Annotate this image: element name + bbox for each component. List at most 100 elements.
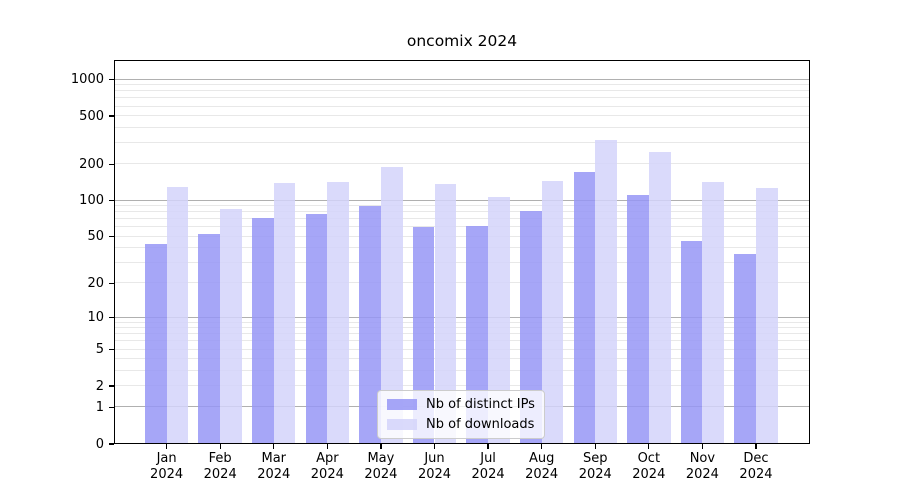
bar-downloads [273, 183, 296, 444]
y-tick-mark [109, 348, 114, 351]
gridline-minor [114, 205, 810, 207]
bar-downloads [327, 182, 350, 444]
x-tick-month: Feb [208, 451, 232, 466]
gridline-minor [114, 369, 810, 371]
gridline-minor [114, 226, 810, 228]
x-tick-month: Apr [316, 451, 339, 466]
y-tick-label: 200 [79, 156, 104, 172]
y-tick-mark [109, 282, 114, 284]
bar-distinct-ips [680, 240, 703, 444]
bar-downloads [434, 184, 457, 444]
bar-distinct-ips [519, 210, 542, 444]
x-tick-year: 2024 [578, 466, 612, 482]
legend-swatch-distinct-ips-icon [387, 399, 417, 410]
x-tick-year: 2024 [632, 466, 666, 482]
gridline-minor [114, 385, 810, 387]
x-tick-label: Jun 2024 [403, 451, 467, 482]
x-tick-mark [219, 444, 221, 449]
x-tick-month: Aug [528, 451, 555, 466]
gridline-minor [114, 282, 810, 284]
x-tick-mark [380, 444, 382, 449]
y-tick-label: 20 [87, 275, 104, 291]
bar-downloads [648, 151, 671, 444]
x-tick-mark [541, 444, 543, 449]
gridline-major [114, 78, 810, 80]
x-tick-mark [326, 444, 328, 449]
x-tick-month: Jan [156, 451, 177, 466]
bar-downloads [702, 181, 725, 444]
x-tick-year: 2024 [685, 466, 719, 482]
gridline-minor [114, 340, 810, 342]
bar-distinct-ips [466, 226, 489, 444]
x-tick-label: Aug 2024 [510, 451, 574, 482]
bar-downloads [380, 166, 403, 444]
y-tick-mark [109, 199, 114, 202]
gridline-minor [114, 333, 810, 335]
bar-distinct-ips [305, 213, 328, 444]
x-tick-label: Dec 2024 [724, 451, 788, 482]
gridline-minor [114, 84, 810, 86]
gridline-minor [114, 327, 810, 329]
y-tick-mark [109, 78, 114, 81]
x-tick-label: Apr 2024 [295, 451, 359, 482]
x-tick-label: Jul 2024 [456, 451, 520, 482]
x-tick-label: May 2024 [349, 451, 413, 482]
legend-label-downloads: Nb of downloads [426, 417, 535, 432]
gridline-minor [114, 218, 810, 220]
gridline-minor [114, 97, 810, 99]
bar-distinct-ips [144, 244, 167, 444]
y-tick-label: 100 [79, 193, 104, 209]
gridline-major [114, 316, 810, 318]
x-tick-year: 2024 [417, 466, 452, 482]
y-tick-mark [109, 163, 114, 165]
gridline-minor [114, 105, 810, 107]
x-tick-mark [433, 444, 436, 449]
bar-distinct-ips [359, 206, 381, 444]
bar-distinct-ips [734, 253, 756, 444]
legend-label-distinct-ips: Nb of distinct IPs [426, 397, 535, 412]
x-tick-month: Jun [424, 451, 445, 466]
bar-downloads [595, 139, 617, 444]
x-tick-month: May [367, 451, 395, 466]
gridline-minor [114, 126, 810, 128]
x-tick-year: 2024 [739, 466, 773, 482]
gridline-minor [114, 247, 810, 249]
bar-distinct-ips [627, 194, 649, 444]
y-tick-mark [109, 385, 114, 387]
gridline-minor [114, 348, 810, 350]
x-tick-mark [487, 444, 489, 449]
y-tick-label: 500 [79, 108, 104, 124]
x-tick-year: 2024 [150, 466, 184, 482]
y-tick-label: 2 [95, 378, 104, 394]
y-tick-mark [109, 115, 114, 117]
x-tick-year: 2024 [310, 466, 344, 482]
x-tick-month: Oct [637, 451, 661, 466]
gridline-minor [114, 261, 810, 263]
y-tick-mark [109, 316, 114, 319]
x-tick-label: Oct 2024 [617, 451, 681, 482]
x-tick-year: 2024 [525, 466, 559, 482]
bar-distinct-ips [412, 227, 435, 444]
x-tick-month: Nov [689, 451, 716, 466]
bar-downloads [166, 187, 189, 444]
gridline-minor [114, 321, 810, 323]
legend-item-distinct-ips: Nb of distinct IPs [387, 397, 535, 412]
x-tick-label: Sep 2024 [563, 451, 627, 482]
x-tick-month: Mar [261, 451, 287, 466]
x-tick-label: Feb 2024 [188, 451, 252, 482]
x-tick-mark [701, 444, 703, 449]
legend-swatch-downloads-icon [387, 419, 417, 430]
legend-item-downloads: Nb of downloads [387, 417, 535, 432]
legend: Nb of distinct IPs Nb of downloads [377, 390, 545, 439]
gridline-minor [114, 235, 810, 237]
gridline-minor [114, 211, 810, 213]
x-tick-mark [166, 444, 168, 449]
x-tick-mark [273, 444, 275, 449]
x-tick-mark [648, 444, 650, 449]
y-tick-mark [109, 443, 114, 445]
y-tick-label: 5 [95, 341, 104, 357]
x-tick-year: 2024 [203, 466, 237, 482]
plot-area: Nb of distinct IPs Nb of downloads [114, 60, 810, 444]
x-tick-label: Mar 2024 [242, 451, 306, 482]
